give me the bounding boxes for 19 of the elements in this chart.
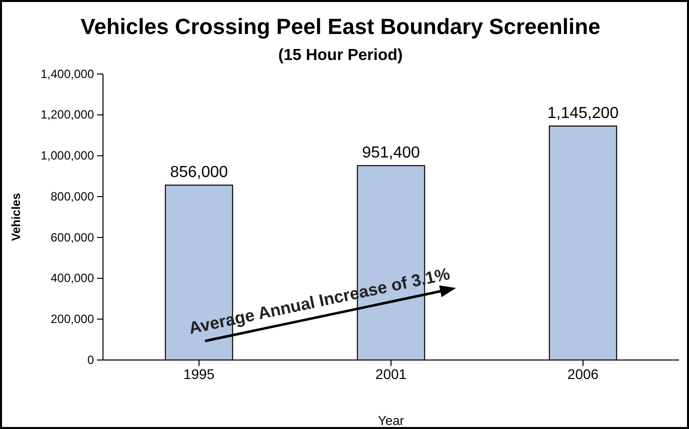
data-label: 951,400 bbox=[362, 144, 420, 162]
chart-subtitle: (15 Hour Period) bbox=[278, 47, 403, 64]
data-label: 1,145,200 bbox=[547, 105, 619, 122]
annotation: Average Annual Increase of 3.1% bbox=[187, 264, 452, 338]
y-tick-label: 400,000 bbox=[50, 271, 94, 286]
x-tick-label: 2001 bbox=[375, 366, 407, 382]
y-tick-label: 1,400,000 bbox=[40, 66, 94, 81]
x-tick-label: 2006 bbox=[567, 366, 599, 382]
data-label: 856,000 bbox=[170, 164, 228, 182]
chart-title: Vehicles Crossing Peel East Boundary Screenline bbox=[80, 14, 600, 39]
y-tick-label: 800,000 bbox=[50, 189, 94, 204]
y-axis-title: Vehicles bbox=[9, 192, 23, 242]
y-tick-label: 600,000 bbox=[50, 230, 94, 244]
x-tick-label: 1995 bbox=[183, 366, 215, 382]
y-tick-label: 1,200,000 bbox=[40, 108, 94, 122]
x-axis-title: Year bbox=[378, 413, 405, 428]
y-tick-label: 0 bbox=[87, 352, 94, 367]
y-tick-label: 200,000 bbox=[50, 312, 94, 326]
y-tick-label: 1,000,000 bbox=[40, 148, 94, 163]
